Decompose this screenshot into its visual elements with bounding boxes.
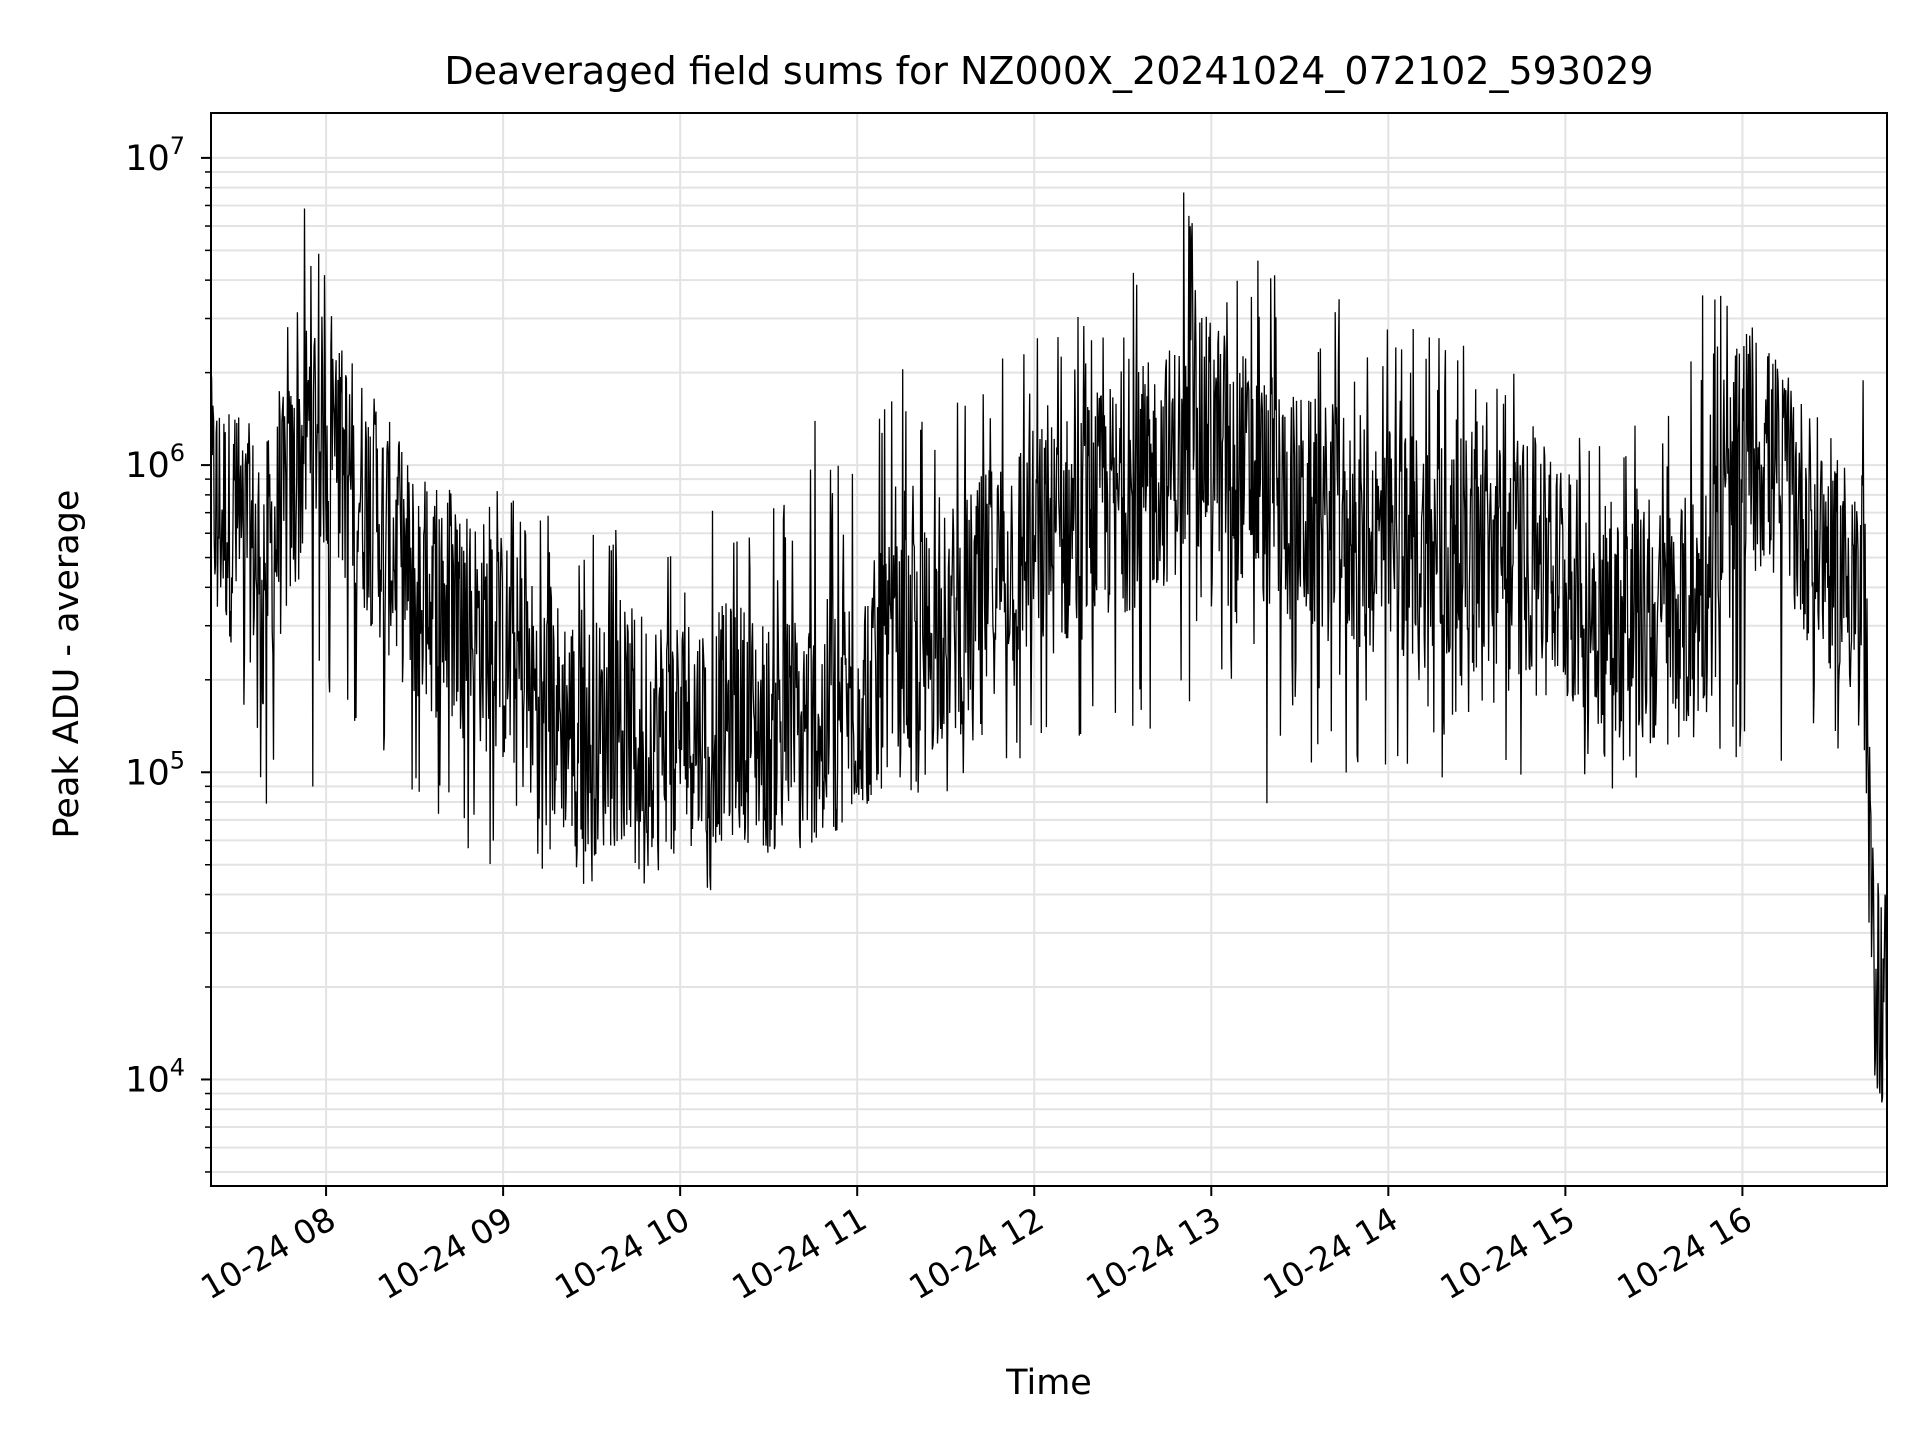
x-tick-label: 10-24 08: [194, 1199, 342, 1307]
x-tick-label: 10-24 16: [1610, 1199, 1758, 1307]
y-tick-label: 106: [125, 439, 185, 486]
x-tick-label: 10-24 15: [1433, 1199, 1581, 1307]
x-tick-label: 10-24 13: [1079, 1199, 1227, 1307]
y-axis-label: Peak ADU - average: [47, 490, 87, 839]
y-tick-label: 104: [125, 1053, 185, 1100]
x-axis: 10-24 08 10-24 09 10-24 10 10-24 11 10-24 12…: [194, 1186, 1758, 1307]
y-tick-base: 10: [125, 446, 170, 486]
y-tick-base: 10: [125, 753, 170, 793]
chart-title: Deaveraged field sums for NZ000X_2024102…: [444, 49, 1653, 93]
series-line: [210, 192, 1888, 1103]
y-tick-exponent: 6: [170, 439, 185, 467]
y-tick-exponent: 7: [170, 132, 185, 160]
x-tick-label: 10-24 14: [1256, 1199, 1404, 1307]
y-tick-label: 107: [125, 132, 185, 179]
x-tick-label: 10-24 11: [725, 1199, 873, 1307]
y-tick-base: 10: [125, 1060, 170, 1100]
y-tick-label: 105: [125, 746, 185, 793]
y-tick-exponent: 4: [170, 1053, 185, 1081]
y-tick-exponent: 5: [170, 746, 185, 774]
plot-frame: [210, 112, 1888, 1187]
x-tick-label: 10-24 10: [548, 1199, 696, 1307]
x-tick-label: 10-24 09: [371, 1199, 519, 1307]
x-axis-label: Time: [1005, 1363, 1092, 1403]
series-line-group: [210, 192, 1888, 1103]
y-tick-base: 10: [125, 139, 170, 179]
x-tick-label: 10-24 12: [902, 1199, 1050, 1307]
